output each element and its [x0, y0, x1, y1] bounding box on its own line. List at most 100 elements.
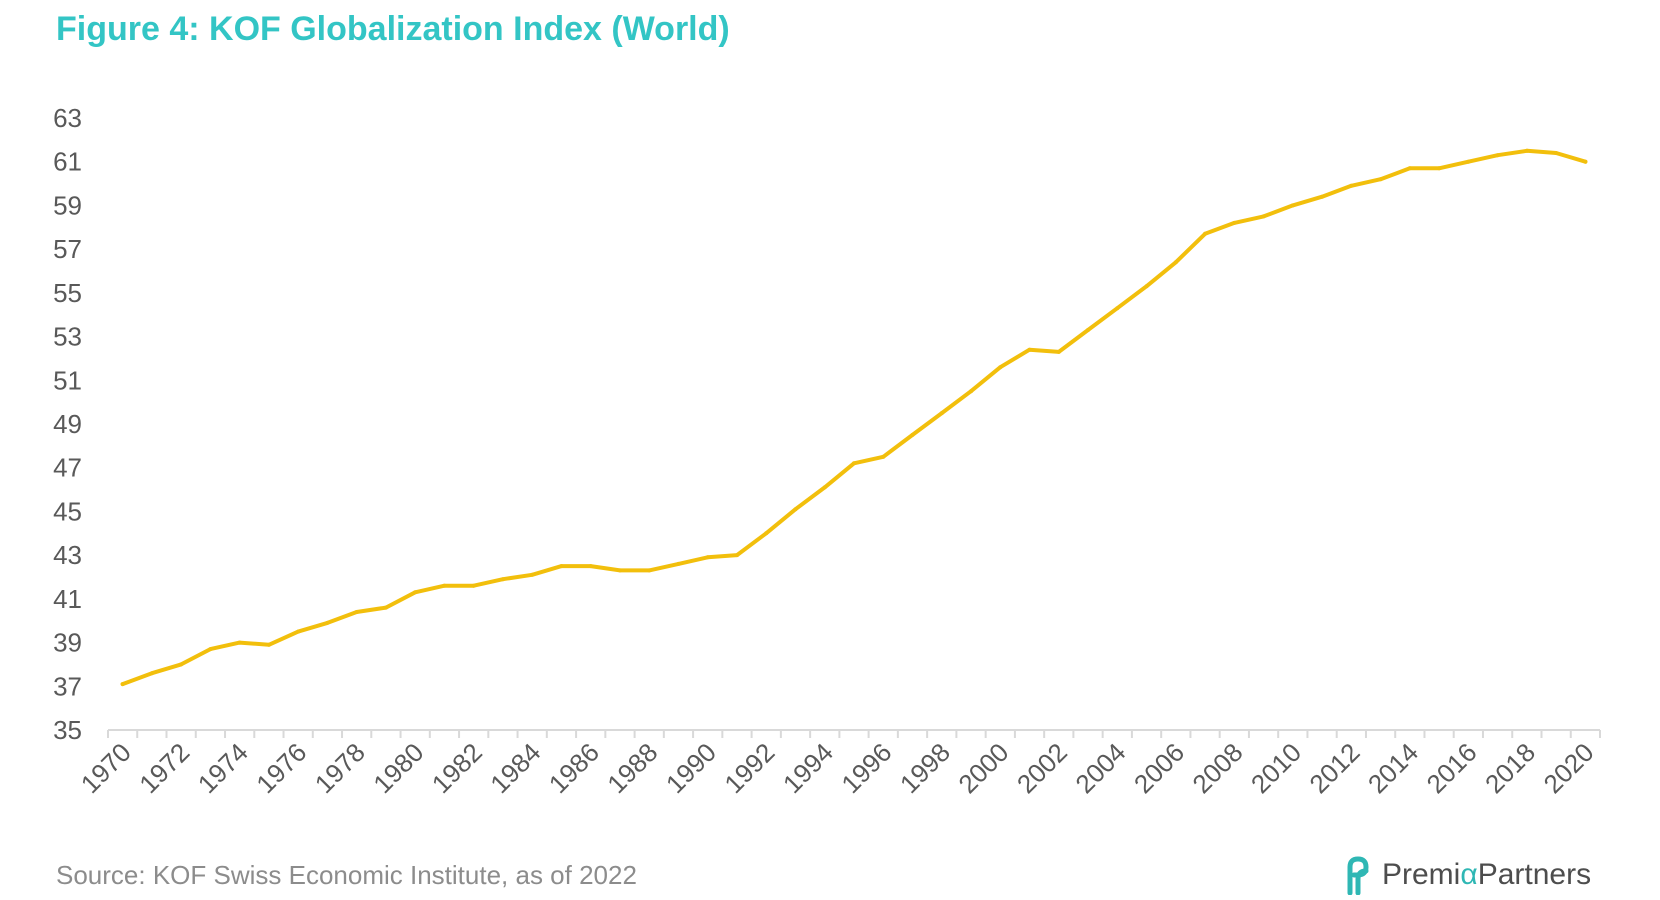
source-note: Source: KOF Swiss Economic Institute, as…: [56, 860, 637, 890]
data-point: [735, 553, 739, 558]
premia-logo-icon: [1347, 856, 1369, 895]
data-point: [383, 605, 388, 610]
data-point: [1203, 231, 1208, 236]
data-point: [939, 411, 944, 416]
y-tick-label: 49: [53, 409, 82, 439]
y-tick-label: 45: [53, 496, 82, 526]
y-tick-label: 55: [53, 278, 82, 308]
data-point: [1583, 159, 1588, 164]
data-point: [793, 507, 798, 512]
x-tick-label: 2004: [1069, 737, 1131, 799]
y-tick-label: 41: [53, 584, 82, 614]
x-tick-label: 2008: [1186, 737, 1248, 799]
y-tick-label: 39: [53, 628, 82, 658]
y-tick-label: 53: [53, 322, 82, 352]
data-point: [764, 531, 769, 536]
data-point: [676, 561, 681, 566]
x-tick-label: 1988: [601, 737, 663, 799]
y-tick-label: 57: [53, 234, 82, 264]
data-point: [1524, 148, 1529, 153]
data-point: [1554, 151, 1559, 155]
data-point: [969, 389, 973, 394]
x-tick-label: 2020: [1538, 737, 1600, 799]
data-point: [237, 640, 242, 645]
y-tick-label: 43: [53, 540, 82, 570]
data-point: [442, 583, 447, 588]
x-tick-label: 1992: [718, 737, 780, 799]
brand-logo: Premi α Partners: [1340, 855, 1591, 895]
data-point: [296, 629, 301, 634]
x-tick-label: 1984: [484, 737, 546, 799]
data-point: [266, 642, 271, 647]
x-tick-label: 2018: [1479, 737, 1541, 799]
y-tick-label: 47: [53, 453, 82, 483]
x-tick-label: 1974: [192, 737, 254, 799]
data-point: [1027, 347, 1032, 352]
x-tick-label: 1978: [309, 737, 371, 799]
data-point: [852, 461, 856, 466]
data-point: [998, 365, 1003, 370]
data-point: [1495, 153, 1500, 158]
x-tick-label: 2014: [1362, 737, 1424, 799]
x-tick-label: 2006: [1128, 737, 1190, 799]
x-tick-label: 1990: [660, 737, 722, 799]
x-tick-label: 1996: [835, 737, 897, 799]
data-point: [559, 564, 564, 569]
data-point: [1290, 203, 1295, 208]
data-point: [1056, 349, 1061, 354]
y-tick-label: 51: [53, 365, 82, 395]
data-point: [1144, 284, 1149, 289]
data-point: [179, 662, 184, 667]
data-point: [822, 485, 827, 490]
x-tick-label: 2010: [1245, 737, 1307, 799]
data-point: [1349, 183, 1354, 188]
x-axis: 1970197219741976197819801982198419861988…: [75, 730, 1601, 799]
data-point: [1378, 177, 1383, 182]
data-point: [1407, 166, 1412, 171]
data-point: [471, 583, 476, 588]
y-tick-label: 59: [53, 190, 82, 220]
brand-name-alpha: α: [1460, 858, 1478, 891]
data-point: [910, 432, 915, 437]
brand-name-part2: Partners: [1477, 858, 1592, 891]
x-tick-label: 1998: [894, 737, 956, 799]
data-point: [149, 671, 154, 676]
data-point: [1173, 260, 1178, 265]
data-point: [588, 564, 593, 569]
x-tick-label: 2000: [952, 737, 1014, 799]
chart-title: Figure 4: KOF Globalization Index (World…: [56, 10, 730, 48]
x-tick-label: 1986: [543, 737, 605, 799]
y-axis: 35 37 39 41 43 45 47 49 51 53 55 57 59 61 63: [53, 103, 82, 745]
series-line: [120, 148, 1588, 687]
y-tick-label: 63: [53, 103, 82, 133]
x-tick-label: 2012: [1303, 737, 1365, 799]
series-group: [120, 148, 1588, 687]
data-point: [500, 577, 505, 582]
x-tick-label: 1970: [75, 737, 137, 799]
data-point: [618, 568, 622, 573]
data-point: [1232, 220, 1237, 225]
data-point: [1437, 166, 1442, 171]
data-point: [530, 572, 535, 577]
data-point: [1320, 194, 1325, 199]
y-tick-label: 61: [53, 147, 82, 177]
x-tick-label: 2016: [1420, 737, 1482, 799]
data-point: [354, 610, 359, 614]
x-tick-label: 1976: [250, 737, 312, 799]
data-point: [1115, 306, 1120, 311]
data-point: [325, 620, 330, 625]
data-point: [881, 454, 886, 459]
data-point: [208, 647, 213, 652]
data-point: [647, 568, 652, 573]
data-point: [413, 590, 418, 595]
brand-name-part1: Premi: [1382, 858, 1461, 891]
x-tick-label: 1972: [133, 737, 195, 799]
y-tick-label: 35: [53, 715, 82, 745]
data-point: [1086, 328, 1090, 332]
data-point: [1261, 214, 1266, 219]
x-tick-label: 1982: [426, 737, 488, 799]
y-tick-label: 37: [53, 671, 82, 701]
x-tick-label: 1980: [367, 737, 429, 799]
data-point: [1466, 159, 1471, 164]
